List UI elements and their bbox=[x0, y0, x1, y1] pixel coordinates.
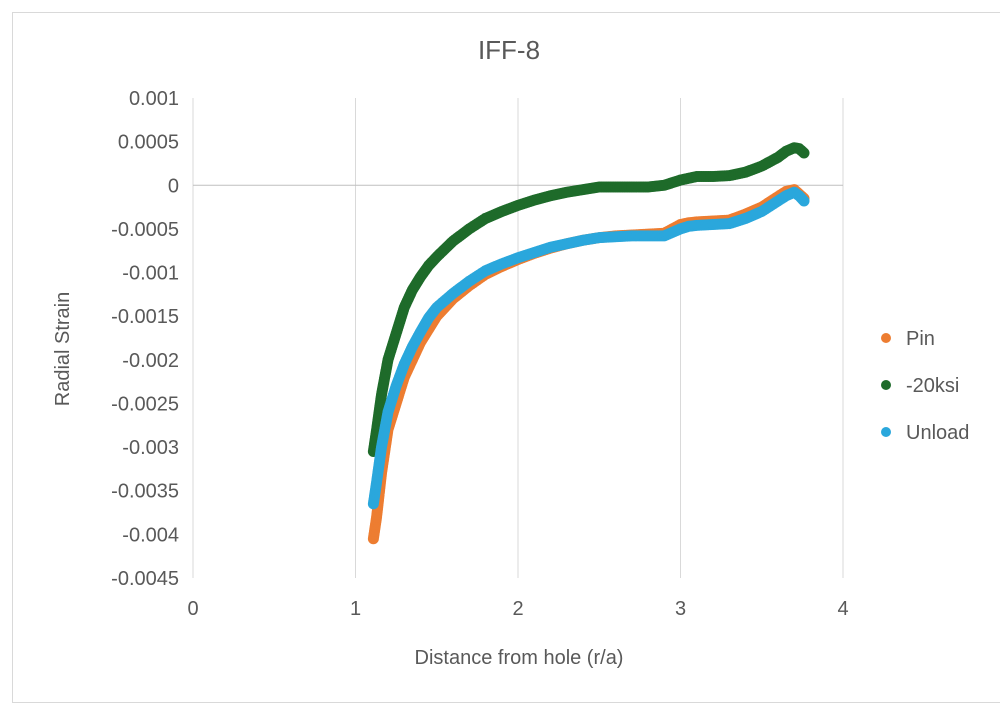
y-tick-label: -0.003 bbox=[122, 437, 179, 459]
y-tick-label: 0 bbox=[168, 175, 179, 197]
y-tick-label: -0.0035 bbox=[111, 481, 179, 503]
x-tick-label: 0 bbox=[187, 598, 198, 620]
y-axis-title: Radial Strain bbox=[52, 292, 74, 407]
x-tick-label: 4 bbox=[837, 598, 848, 620]
y-tick-labels: 0.001 0.0005 0 -0.0005 -0.001 -0.0015 -0.002 -0… bbox=[111, 88, 179, 590]
y-tick-label: -0.004 bbox=[122, 524, 179, 546]
legend-label: Pin bbox=[906, 328, 935, 350]
chart-frame: IFF-8 0.001 0.0005 0 -0.0005 -0.001 -0.0015 -0… bbox=[12, 12, 1000, 703]
data-point bbox=[798, 147, 810, 159]
legend-label: -20ksi bbox=[906, 375, 959, 397]
legend: Pin -20ksi Unload bbox=[881, 328, 969, 444]
data-point bbox=[798, 195, 810, 207]
y-tick-label: -0.002 bbox=[122, 350, 179, 372]
y-tick-label: -0.0045 bbox=[111, 568, 179, 590]
x-tick-labels: 0 1 2 3 4 bbox=[187, 598, 848, 620]
y-tick-label: -0.0025 bbox=[111, 393, 179, 415]
y-tick-label: -0.0005 bbox=[111, 219, 179, 241]
series-unload bbox=[367, 186, 810, 510]
legend-label: Unload bbox=[906, 422, 969, 444]
legend-marker bbox=[881, 427, 891, 437]
y-tick-label: -0.0015 bbox=[111, 306, 179, 328]
chart-svg: IFF-8 0.001 0.0005 0 -0.0005 -0.001 -0.0015 -0… bbox=[52, 35, 969, 669]
x-tick-label: 3 bbox=[675, 598, 686, 620]
x-axis-title: Distance from hole (r/a) bbox=[415, 647, 624, 669]
y-tick-label: 0.0005 bbox=[118, 132, 179, 154]
legend-marker bbox=[881, 333, 891, 343]
series--20ksi bbox=[367, 142, 810, 457]
x-tick-label: 2 bbox=[512, 598, 523, 620]
legend-marker bbox=[881, 380, 891, 390]
y-tick-label: -0.001 bbox=[122, 263, 179, 285]
chart-title: IFF-8 bbox=[478, 35, 540, 65]
y-tick-label: 0.001 bbox=[129, 88, 179, 110]
x-tick-label: 1 bbox=[350, 598, 361, 620]
data-series bbox=[367, 142, 810, 545]
